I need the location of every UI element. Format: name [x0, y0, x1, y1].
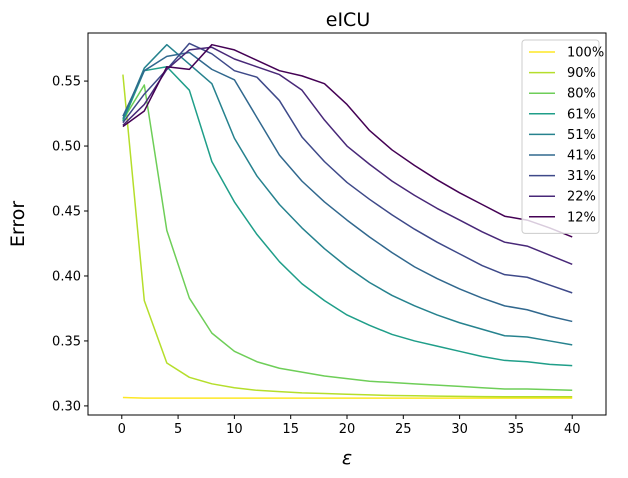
chart-title: eICU [326, 9, 370, 31]
y-tick-label-5: 0.55 [52, 75, 81, 90]
x-tick-label-0: 0 [118, 422, 126, 437]
y-tick-label-3: 0.45 [52, 205, 81, 220]
x-tick-label-3: 15 [282, 422, 299, 437]
x-tick-label-4: 20 [339, 422, 356, 437]
series-line-8 [122, 43, 573, 238]
series-line-4 [122, 43, 573, 346]
x-tick-label-2: 10 [226, 422, 243, 437]
series-line-0 [122, 396, 573, 399]
legend-label-3: 61% [567, 107, 596, 122]
x-axis: 0 5 10 15 20 25 30 35 40 [118, 415, 581, 437]
y-tick-label-2: 0.40 [52, 269, 81, 284]
legend-label-4: 51% [567, 128, 596, 143]
legend-label-7: 22% [567, 190, 596, 205]
x-tick-label-7: 35 [508, 422, 525, 437]
legend-label-1: 90% [567, 66, 596, 81]
series-line-5 [122, 51, 573, 323]
legend-label-0: 100% [567, 46, 604, 61]
y-tick-label-0: 0.30 [52, 399, 81, 414]
series-line-6 [122, 42, 573, 294]
x-tick-label-1: 5 [174, 422, 182, 437]
series-line-1 [122, 74, 573, 398]
y-tick-label-1: 0.35 [52, 334, 81, 349]
legend-label-6: 31% [567, 169, 596, 184]
legend-label-8: 12% [567, 210, 596, 225]
series-line-2 [122, 84, 573, 392]
legend-box [521, 39, 600, 234]
series-line-3 [122, 66, 573, 367]
y-axis-label: Error [7, 201, 29, 248]
legend-label-5: 41% [567, 149, 596, 164]
x-tick-label-6: 30 [451, 422, 468, 437]
legend-label-2: 80% [567, 87, 596, 102]
y-axis: 0.30 0.35 0.40 0.45 0.50 0.55 [52, 75, 88, 414]
series-lines [122, 42, 573, 399]
series-line-7 [122, 46, 573, 265]
y-tick-label-4: 0.50 [52, 140, 81, 155]
x-tick-label-5: 25 [395, 422, 412, 437]
x-axis-label: ε [342, 447, 352, 469]
x-tick-label-8: 40 [564, 422, 581, 437]
legend: 100% 90% 80% 61% 51% 41% 31% 22% 12% [521, 39, 604, 234]
